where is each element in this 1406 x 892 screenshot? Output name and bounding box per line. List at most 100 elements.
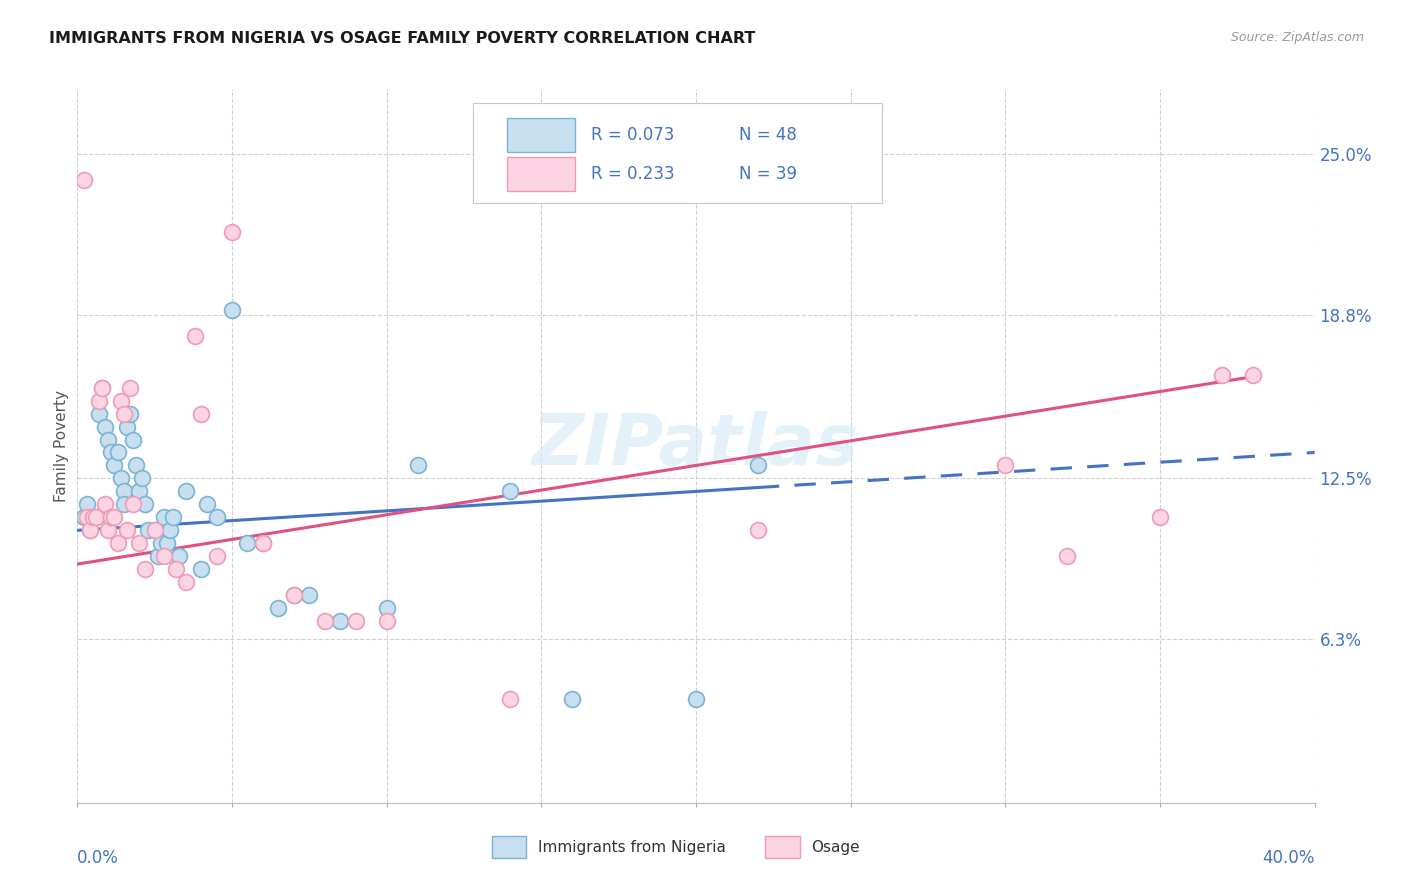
Point <box>174 484 197 499</box>
Point <box>153 549 176 564</box>
Point <box>499 692 522 706</box>
Point <box>103 458 125 473</box>
Point <box>561 692 583 706</box>
Point <box>91 381 114 395</box>
Text: N = 48: N = 48 <box>740 126 797 144</box>
Point <box>375 601 398 615</box>
Point <box>118 407 141 421</box>
Point <box>112 484 135 499</box>
Point <box>134 497 156 511</box>
Point <box>205 510 228 524</box>
Point <box>267 601 290 615</box>
Point <box>122 497 145 511</box>
Point <box>87 407 110 421</box>
Point <box>1056 549 1078 564</box>
Point <box>76 510 98 524</box>
Y-axis label: Family Poverty: Family Poverty <box>53 390 69 502</box>
Point <box>82 510 104 524</box>
Point <box>1211 368 1233 382</box>
Point <box>79 524 101 538</box>
Point <box>375 614 398 628</box>
Text: IMMIGRANTS FROM NIGERIA VS OSAGE FAMILY POVERTY CORRELATION CHART: IMMIGRANTS FROM NIGERIA VS OSAGE FAMILY … <box>49 31 755 46</box>
Point <box>87 393 110 408</box>
FancyBboxPatch shape <box>765 837 800 858</box>
Point <box>146 549 169 564</box>
Point <box>184 328 207 343</box>
Point <box>143 524 166 538</box>
Point <box>112 407 135 421</box>
FancyBboxPatch shape <box>492 837 526 858</box>
Text: N = 39: N = 39 <box>740 165 797 183</box>
Point <box>122 433 145 447</box>
Point <box>685 692 707 706</box>
Text: R = 0.073: R = 0.073 <box>591 126 673 144</box>
Point <box>94 419 117 434</box>
Point <box>107 445 129 459</box>
Text: 40.0%: 40.0% <box>1263 849 1315 867</box>
Point <box>94 497 117 511</box>
Point <box>72 510 94 524</box>
Point <box>499 484 522 499</box>
Text: Immigrants from Nigeria: Immigrants from Nigeria <box>537 839 725 855</box>
Point <box>165 562 187 576</box>
Text: 0.0%: 0.0% <box>77 849 120 867</box>
Point <box>91 381 114 395</box>
Point <box>128 536 150 550</box>
FancyBboxPatch shape <box>506 157 575 191</box>
Point <box>205 549 228 564</box>
Point <box>174 575 197 590</box>
Point <box>1149 510 1171 524</box>
Point <box>195 497 218 511</box>
Point <box>103 510 125 524</box>
Point <box>115 524 138 538</box>
Point <box>79 524 101 538</box>
Point <box>138 524 160 538</box>
Point <box>159 524 181 538</box>
Point <box>169 549 191 564</box>
Point <box>97 433 120 447</box>
Point <box>84 510 107 524</box>
Point <box>252 536 274 550</box>
Text: ZIPatlas: ZIPatlas <box>533 411 859 481</box>
Point <box>112 497 135 511</box>
Point <box>134 562 156 576</box>
Point <box>84 510 107 524</box>
Point <box>100 445 122 459</box>
FancyBboxPatch shape <box>506 118 575 152</box>
Point <box>110 393 132 408</box>
Point <box>149 536 172 550</box>
Point <box>118 381 141 395</box>
Text: Osage: Osage <box>811 839 859 855</box>
Text: R = 0.233: R = 0.233 <box>591 165 675 183</box>
Point <box>252 536 274 550</box>
Point <box>162 510 184 524</box>
Point <box>110 471 132 485</box>
Point <box>131 471 153 485</box>
Point <box>143 524 166 538</box>
Point <box>125 458 148 473</box>
Point <box>72 173 94 187</box>
Point <box>283 588 305 602</box>
Point <box>156 536 179 550</box>
Point <box>100 510 122 524</box>
Point <box>406 458 429 473</box>
Point <box>298 588 321 602</box>
Point <box>76 497 98 511</box>
Point <box>115 419 138 434</box>
Point <box>283 588 305 602</box>
Text: Source: ZipAtlas.com: Source: ZipAtlas.com <box>1230 31 1364 45</box>
Point <box>314 614 336 628</box>
Point <box>329 614 352 628</box>
Point <box>747 458 769 473</box>
Point <box>1241 368 1264 382</box>
Point <box>107 536 129 550</box>
Point <box>747 524 769 538</box>
Point <box>994 458 1017 473</box>
Point <box>153 510 176 524</box>
Point <box>344 614 367 628</box>
FancyBboxPatch shape <box>474 103 882 203</box>
Point <box>236 536 259 550</box>
Point <box>97 524 120 538</box>
Point <box>190 562 212 576</box>
Point <box>190 407 212 421</box>
